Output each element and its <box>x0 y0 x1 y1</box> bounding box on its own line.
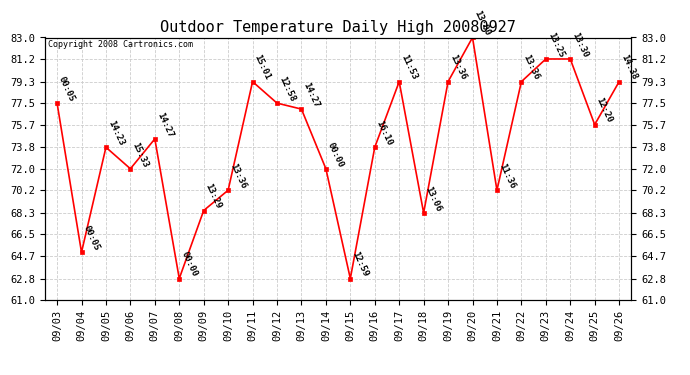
Text: 13:00: 13:00 <box>473 9 492 38</box>
Text: 13:25: 13:25 <box>546 31 565 59</box>
Text: 13:30: 13:30 <box>570 31 590 59</box>
Text: 15:01: 15:01 <box>253 54 272 82</box>
Text: Copyright 2008 Cartronics.com: Copyright 2008 Cartronics.com <box>48 40 193 49</box>
Text: 00:05: 00:05 <box>57 75 77 103</box>
Text: 12:58: 12:58 <box>277 75 297 103</box>
Text: 00:05: 00:05 <box>81 224 101 252</box>
Text: 00:00: 00:00 <box>326 141 346 169</box>
Text: 14:38: 14:38 <box>619 54 639 82</box>
Text: 11:53: 11:53 <box>400 54 419 82</box>
Text: 13:36: 13:36 <box>448 54 468 82</box>
Text: 14:27: 14:27 <box>302 81 321 109</box>
Text: 11:36: 11:36 <box>497 162 516 190</box>
Text: 12:20: 12:20 <box>595 96 614 124</box>
Text: 00:00: 00:00 <box>179 251 199 279</box>
Text: 13:36: 13:36 <box>522 54 541 82</box>
Title: Outdoor Temperature Daily High 20080927: Outdoor Temperature Daily High 20080927 <box>160 20 516 35</box>
Text: 14:27: 14:27 <box>155 111 175 139</box>
Text: 13:36: 13:36 <box>228 162 248 190</box>
Text: 15:33: 15:33 <box>130 141 150 169</box>
Text: 14:23: 14:23 <box>106 119 126 147</box>
Text: 16:10: 16:10 <box>375 119 394 147</box>
Text: 13:06: 13:06 <box>424 185 443 213</box>
Text: 12:59: 12:59 <box>351 251 370 279</box>
Text: 13:29: 13:29 <box>204 182 223 210</box>
